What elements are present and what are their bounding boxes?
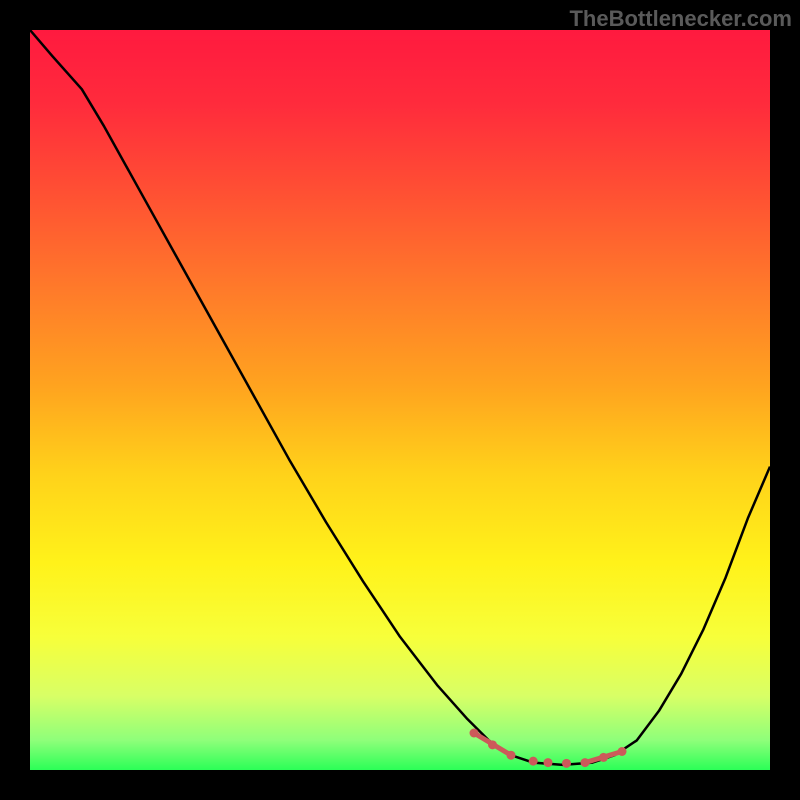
highlight-dot	[544, 758, 553, 767]
highlight-dot	[507, 751, 516, 760]
highlight-dot	[581, 758, 590, 767]
highlight-dot	[562, 759, 571, 768]
bottleneck-chart	[30, 30, 770, 770]
plot-area	[30, 30, 770, 770]
watermark-text: TheBottlenecker.com	[569, 6, 792, 32]
highlight-dot	[599, 753, 608, 762]
gradient-background	[30, 30, 770, 770]
highlight-dot	[529, 757, 538, 766]
highlight-dot	[618, 747, 627, 756]
chart-container: TheBottlenecker.com	[0, 0, 800, 800]
highlight-dot	[488, 740, 497, 749]
highlight-dot	[470, 729, 479, 738]
